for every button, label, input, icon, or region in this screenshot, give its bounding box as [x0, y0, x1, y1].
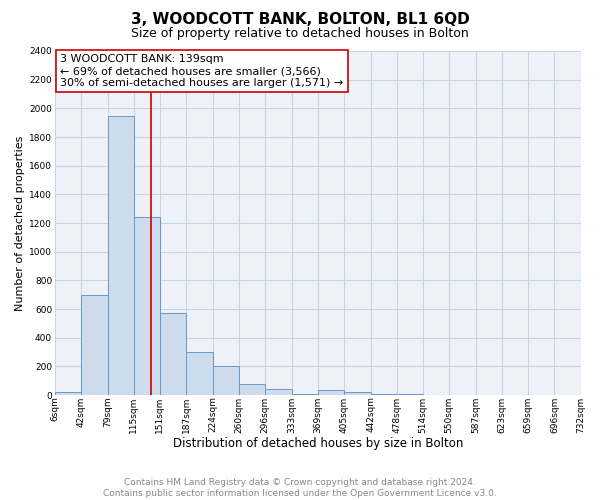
- Bar: [344, 392, 371, 395]
- Bar: [108, 116, 134, 395]
- Bar: [371, 394, 397, 395]
- Bar: [318, 390, 344, 395]
- Bar: [292, 394, 318, 395]
- Text: Size of property relative to detached houses in Bolton: Size of property relative to detached ho…: [131, 28, 469, 40]
- Text: 3 WOODCOTT BANK: 139sqm
← 69% of detached houses are smaller (3,566)
30% of semi: 3 WOODCOTT BANK: 139sqm ← 69% of detache…: [60, 54, 343, 88]
- X-axis label: Distribution of detached houses by size in Bolton: Distribution of detached houses by size …: [173, 437, 463, 450]
- Bar: [265, 390, 292, 395]
- Bar: [213, 366, 239, 395]
- Bar: [134, 218, 160, 395]
- Bar: [239, 384, 265, 395]
- Bar: [186, 352, 213, 395]
- Bar: [160, 314, 186, 395]
- Y-axis label: Number of detached properties: Number of detached properties: [15, 136, 25, 310]
- Bar: [397, 394, 422, 395]
- Bar: [55, 392, 81, 395]
- Text: 3, WOODCOTT BANK, BOLTON, BL1 6QD: 3, WOODCOTT BANK, BOLTON, BL1 6QD: [131, 12, 469, 28]
- Text: Contains HM Land Registry data © Crown copyright and database right 2024.
Contai: Contains HM Land Registry data © Crown c…: [103, 478, 497, 498]
- Bar: [81, 294, 108, 395]
